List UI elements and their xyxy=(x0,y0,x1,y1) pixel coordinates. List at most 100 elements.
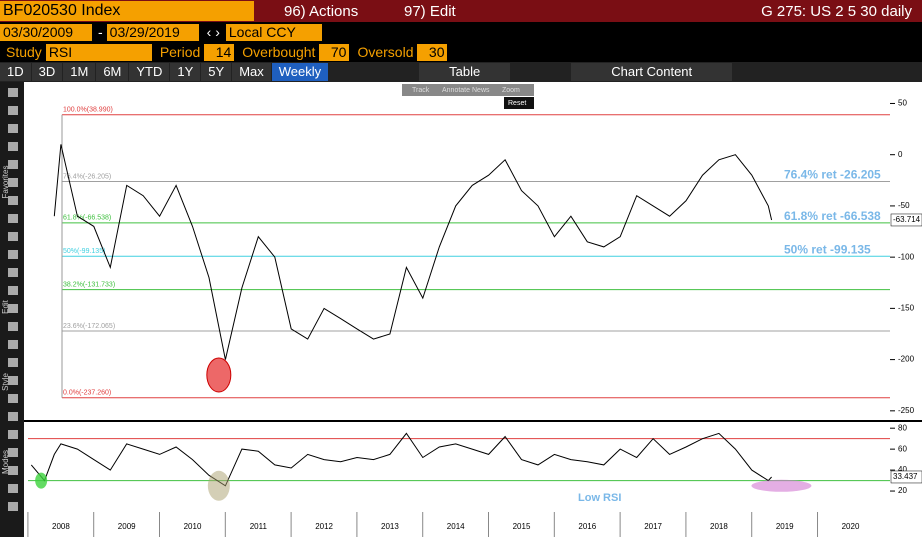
tool-icon xyxy=(8,322,18,331)
tool-icon xyxy=(8,196,18,205)
nav-arrows[interactable]: ‹ › xyxy=(206,24,220,40)
edit-menu[interactable]: 97) Edit xyxy=(404,2,456,20)
retracement-note: 61.8% ret -66.538 xyxy=(784,209,881,223)
tool-icon xyxy=(8,250,18,259)
period[interactable]: 14 xyxy=(204,43,235,61)
tool-icon xyxy=(8,430,18,439)
oversold[interactable]: 30 xyxy=(417,43,448,61)
ticker[interactable]: BF020530 Index xyxy=(0,1,254,21)
last-value-box xyxy=(890,470,922,484)
period-button[interactable]: 6M xyxy=(96,63,129,81)
period-button[interactable]: 1D xyxy=(0,63,31,81)
chart-content[interactable]: Chart Content xyxy=(571,63,733,81)
plot-bg xyxy=(24,82,890,512)
actions-menu[interactable]: 96) Actions xyxy=(284,2,359,20)
x-tick-label: 2015 xyxy=(513,522,531,531)
fib-label: 0.0%(-237.260) xyxy=(63,390,111,397)
x-tick-label: 2018 xyxy=(710,522,728,531)
x-tick-label: 2017 xyxy=(644,522,662,531)
x-tick-label: 2019 xyxy=(776,522,794,531)
highlight-circle xyxy=(35,472,48,489)
reset: Reset xyxy=(508,100,526,107)
tool-icon xyxy=(8,268,18,277)
table-button[interactable]: Table xyxy=(419,63,511,81)
highlight-circle xyxy=(207,470,230,501)
tool-icon xyxy=(8,178,18,187)
overbought-label: Overbought xyxy=(242,44,316,60)
x-tick-label: 2010 xyxy=(184,522,202,531)
zoom-tool: Zoom xyxy=(502,87,520,94)
sidebar-label: Edit xyxy=(1,299,10,314)
y-tick-label: -250 xyxy=(898,406,915,415)
currency[interactable]: Local CCY xyxy=(225,23,322,41)
zoom-toolbar xyxy=(402,84,534,96)
fib-label: 76.4%(-26.205) xyxy=(63,173,111,180)
tool-icon xyxy=(8,340,18,349)
x-tick-label: 2009 xyxy=(118,522,136,531)
last-value: -63.714 xyxy=(893,215,921,224)
tool-icon xyxy=(8,304,18,313)
tool-icon xyxy=(8,358,18,367)
fib-label: 50%(-99.135) xyxy=(63,248,105,255)
tool-icon xyxy=(8,394,18,403)
axis-bg xyxy=(890,82,922,537)
period-label: Period xyxy=(159,44,201,60)
zoom-tool: News xyxy=(472,87,490,94)
fib-label: 23.6%(-172.065) xyxy=(63,323,115,330)
tool-icon xyxy=(8,106,18,115)
period-button[interactable]: Weekly xyxy=(271,63,329,81)
zoom-tool: Annotate xyxy=(442,87,470,94)
period-button[interactable]: Max xyxy=(232,63,271,81)
x-tick-label: 2008 xyxy=(52,522,70,531)
tool-icon xyxy=(8,466,18,475)
tool-icon xyxy=(8,412,18,421)
retracement-note: 76.4% ret -26.205 xyxy=(784,168,881,182)
start-date[interactable]: 03/30/2009 xyxy=(0,23,92,41)
period-button[interactable]: 1Y xyxy=(170,63,201,81)
highlight-circle xyxy=(751,479,812,492)
zoom-tool: Track xyxy=(412,87,430,94)
x-tick-label: 2016 xyxy=(578,522,596,531)
tool-icon xyxy=(8,232,18,241)
tool-icon xyxy=(8,484,18,493)
y-tick-label: -150 xyxy=(898,303,915,312)
tool-icon xyxy=(8,376,18,385)
tool-icon xyxy=(8,214,18,223)
oversold-label: Oversold xyxy=(357,44,414,60)
study-name[interactable]: RSI xyxy=(45,43,152,61)
period-button[interactable]: 5Y xyxy=(201,63,232,81)
y-tick-label: -200 xyxy=(898,355,915,364)
y-tick-label: 0 xyxy=(898,150,903,159)
retracement-note: 50% ret -99.135 xyxy=(784,242,871,256)
x-tick-label: 2013 xyxy=(381,522,399,531)
fib-label: 38.2%(-131.733) xyxy=(63,282,115,289)
period-button[interactable]: YTD xyxy=(129,63,170,81)
tool-icon xyxy=(8,160,18,169)
last-value: 33.437 xyxy=(893,472,918,481)
top-bar: BF020530 Index 96) Actions 97) Edit G 27… xyxy=(0,0,922,22)
xaxis-bg xyxy=(24,512,890,537)
y-tick-label: 80 xyxy=(898,423,907,432)
study-bar: Study RSI Period 14 Overbought 70 Overso… xyxy=(0,42,922,62)
tool-icon xyxy=(8,286,18,295)
series-line xyxy=(53,144,773,360)
y-tick-label: -100 xyxy=(898,252,915,261)
y-tick-label: 40 xyxy=(898,465,907,474)
period-button[interactable]: 3D xyxy=(31,63,63,81)
period-button[interactable]: 1M xyxy=(63,63,96,81)
tool-icon xyxy=(8,448,18,457)
tool-icon xyxy=(8,124,18,133)
highlight-circle xyxy=(206,357,232,393)
dash: - xyxy=(98,24,103,40)
end-date[interactable]: 03/29/2019 xyxy=(106,23,199,41)
y-tick-label: 60 xyxy=(898,444,907,453)
chart: Track Annotate News Zoom Reset Favorites Edit S… xyxy=(0,82,922,537)
y-tick-label: 50 xyxy=(898,99,907,108)
date-bar: 03/30/2009 - 03/29/2019 ‹ › Local CCY xyxy=(0,22,922,42)
rsi-note: Low RSI xyxy=(578,492,621,504)
y-tick-label: -50 xyxy=(898,201,910,210)
x-tick-label: 2011 xyxy=(250,522,268,531)
tool-icon xyxy=(8,502,18,511)
overbought[interactable]: 70 xyxy=(319,43,350,61)
